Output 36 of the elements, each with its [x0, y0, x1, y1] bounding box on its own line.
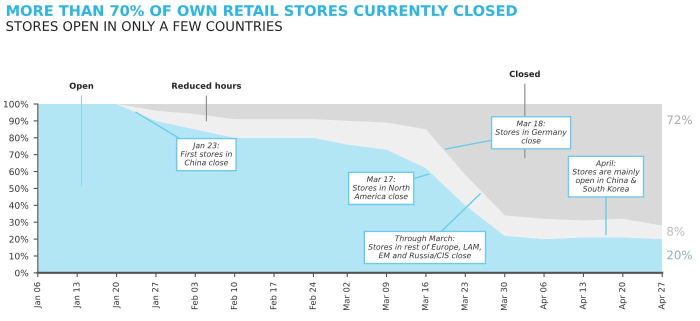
y-tick-label: 60% [9, 168, 28, 176]
x-tick-label: Apr 20 [618, 282, 627, 310]
x-tick-label: Jan 06 [34, 282, 42, 308]
text: Closed [510, 70, 540, 78]
chart-subtitle: STORES OPEN IN ONLY A FEW COUNTRIES [6, 21, 282, 32]
x-tick-label: Jan 20 [112, 282, 121, 308]
data-label: 20% [667, 250, 692, 260]
y-tick-label: 20% [9, 236, 28, 243]
y-tick-label: 80% [9, 134, 28, 142]
x-tick-label: Jan 13 [73, 282, 82, 308]
x-tick-label: Feb 03 [191, 282, 198, 310]
x-tick-label: Feb 17 [270, 282, 276, 310]
y-tick-label: 50% [9, 185, 28, 192]
x-tick-label: Mar 30 [500, 282, 508, 310]
x-tick-label: Feb 24 [309, 282, 316, 310]
y-tick-label: 70% [9, 151, 28, 158]
y-tick-label: 30% [9, 218, 28, 226]
x-tick-label: Apr 06 [540, 282, 548, 310]
x-tick-label: Apr 13 [580, 282, 588, 310]
y-tick-label: 10% [10, 252, 28, 260]
data-label: 72% [667, 115, 692, 124]
data-label: 8% [667, 226, 684, 236]
x-tick-label: Mar 16 [422, 282, 428, 310]
text: Reduced hours [172, 82, 242, 89]
series-label: Open [70, 82, 94, 90]
x-tick-label: Apr 27 [658, 282, 666, 310]
y-tick-label: 90% [9, 118, 28, 124]
x-tick-label: Mar 23 [461, 282, 468, 310]
chart-title: MORE THAN 70% OF OWN RETAIL STORES CURRENTLY CLOSED [6, 5, 517, 16]
y-tick-label: 100% [4, 100, 28, 108]
x-tick-label: Feb 10 [230, 282, 238, 310]
y-tick-label: 40% [9, 202, 28, 209]
x-tick-label: Mar 02 [343, 282, 350, 310]
y-tick-label: 0% [15, 270, 28, 276]
x-tick-label: Jan 27 [152, 282, 160, 308]
x-tick-label: Mar 09 [382, 282, 389, 310]
